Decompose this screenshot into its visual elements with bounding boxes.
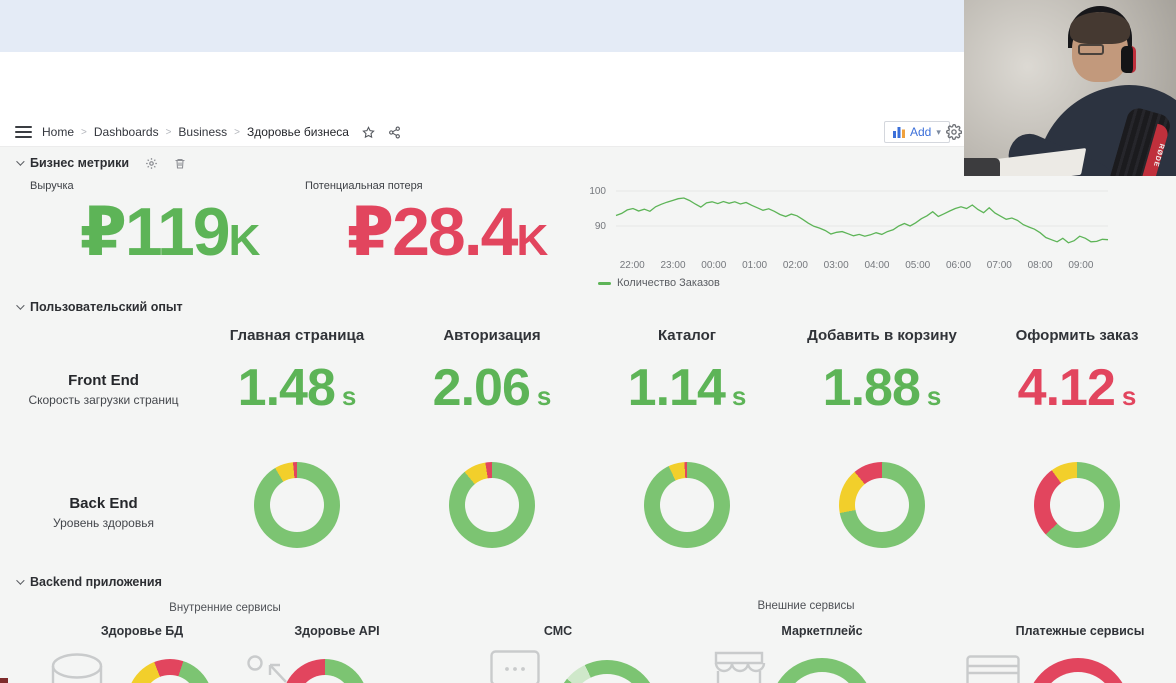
video-progress-stub	[0, 678, 8, 683]
breadcrumb: Home > Dashboards > Business > Здоровье …	[42, 117, 401, 147]
section-business-metrics[interactable]: Бизнес метрики	[16, 156, 187, 170]
panel-title-marketplace[interactable]: Маркетплейс	[781, 624, 863, 638]
add-button-label: Add	[910, 125, 932, 139]
column-header-catalog: Каталог	[657, 327, 717, 344]
loss-stat-value: ₽28.4K	[346, 194, 549, 270]
section-delete-trash-icon[interactable]	[174, 157, 187, 170]
x-axis-tick: 03:00	[823, 260, 849, 271]
x-axis-tick: 22:00	[619, 260, 645, 271]
section-backend-apps[interactable]: Backend приложения	[16, 575, 162, 589]
column-header-authorization: Авторизация	[443, 327, 541, 344]
donut-health-auth	[449, 462, 535, 548]
row-label-front-end: Front End	[68, 372, 139, 389]
x-axis-tick: 05:00	[905, 260, 931, 271]
x-axis-tick: 23:00	[660, 260, 686, 271]
x-axis-tick: 06:00	[946, 260, 972, 271]
breadcrumb-separator: >	[234, 126, 240, 138]
section-title: Пользовательский опыт	[30, 300, 183, 314]
stat-load-time-checkout: 4.12 s	[1017, 359, 1137, 417]
donut-health-home	[254, 462, 340, 548]
column-header-checkout: Оформить заказ	[1015, 327, 1139, 344]
x-axis-tick: 07:00	[986, 260, 1012, 271]
column-header-add-to-cart: Добавить в корзину	[807, 327, 957, 344]
add-panel-icon	[893, 126, 905, 138]
y-axis-tick-90: 90	[594, 221, 606, 232]
x-axis-tick: 01:00	[742, 260, 768, 271]
breadcrumb-separator: >	[165, 126, 172, 138]
x-axis-tick: 04:00	[864, 260, 890, 271]
chevron-down-icon	[16, 301, 25, 310]
row-label-back-end: Back End	[69, 495, 138, 512]
stat-load-time-home: 1.48 s	[237, 359, 357, 417]
dashboard-settings-gear-icon[interactable]	[946, 124, 962, 140]
donut-health-cart	[839, 462, 925, 548]
presenter-hair	[1070, 12, 1130, 44]
panel-title-revenue[interactable]: Выручка	[30, 180, 74, 192]
x-axis-tick: 09:00	[1068, 260, 1094, 271]
menu-icon[interactable]	[15, 126, 32, 138]
donut-health-catalog	[644, 462, 730, 548]
storefront-icon	[710, 650, 768, 683]
breadcrumb-business[interactable]: Business	[178, 125, 228, 139]
headphone-earcup	[1121, 46, 1136, 73]
revenue-stat-value: ₽119K	[79, 194, 261, 270]
section-title: Бизнес метрики	[30, 156, 130, 170]
presenter-glasses	[1078, 44, 1104, 55]
section-settings-gear-icon[interactable]	[145, 157, 158, 170]
legend-swatch	[598, 281, 611, 285]
breadcrumb-current-dashboard[interactable]: Здоровье бизнеса	[246, 125, 349, 139]
user-arrow-icon	[244, 652, 292, 683]
panel-title-potential-loss[interactable]: Потенциальная потеря	[305, 180, 423, 192]
section-user-experience[interactable]: Пользовательский опыт	[16, 300, 183, 314]
chevron-down-icon	[16, 157, 25, 166]
panel-title-payment-services[interactable]: Платежные сервисы	[1015, 624, 1145, 638]
x-axis-tick: 00:00	[701, 260, 727, 271]
group-label-internal-services: Внутренние сервисы	[169, 602, 281, 614]
panel-title-db-health[interactable]: Здоровье БД	[100, 624, 184, 638]
add-button[interactable]: Add ▾	[884, 121, 950, 143]
webcam-overlay: RØDE	[964, 0, 1176, 176]
breadcrumb-home[interactable]: Home	[42, 125, 75, 139]
x-axis-tick: 02:00	[782, 260, 808, 271]
stat-load-time-catalog: 1.14 s	[627, 359, 747, 417]
desk-object	[964, 158, 1000, 176]
chevron-down-icon: ▾	[936, 126, 941, 137]
credit-card-icon	[966, 655, 1020, 683]
panel-title-api-health[interactable]: Здоровье API	[294, 624, 380, 638]
legend-label: Количество Заказов	[617, 277, 720, 289]
section-title: Backend приложения	[30, 575, 162, 589]
x-axis-ticks: 22:00 23:00 00:00 01:00 02:00 03:00 04:00 05:00…	[612, 260, 1112, 274]
share-icon[interactable]	[388, 126, 401, 139]
favorite-star-icon[interactable]	[362, 125, 375, 139]
row-sublabel-page-load-speed: Скорость загрузки страниц	[28, 393, 179, 407]
breadcrumb-dashboards[interactable]: Dashboards	[93, 125, 159, 139]
row-sublabel-health-level: Уровень здоровья	[53, 516, 154, 530]
x-axis-tick: 08:00	[1027, 260, 1053, 271]
group-label-external-services: Внешние сервисы	[757, 600, 855, 612]
database-icon	[50, 652, 104, 683]
stat-load-time-auth: 2.06 s	[432, 359, 552, 417]
panel-title-sms[interactable]: СМС	[543, 624, 573, 638]
column-header-home-page: Главная страница	[229, 327, 365, 344]
orders-timeseries-chart[interactable]	[612, 183, 1112, 263]
chevron-down-icon	[16, 576, 25, 585]
dashboard-canvas	[0, 147, 1176, 683]
legend-item-orders[interactable]: Количество Заказов	[598, 277, 720, 289]
sms-bubble-icon	[490, 650, 540, 683]
breadcrumb-separator: >	[81, 126, 87, 138]
donut-health-checkout	[1034, 462, 1120, 548]
stat-load-time-cart: 1.88 s	[822, 359, 942, 417]
y-axis-tick-100: 100	[589, 186, 606, 197]
